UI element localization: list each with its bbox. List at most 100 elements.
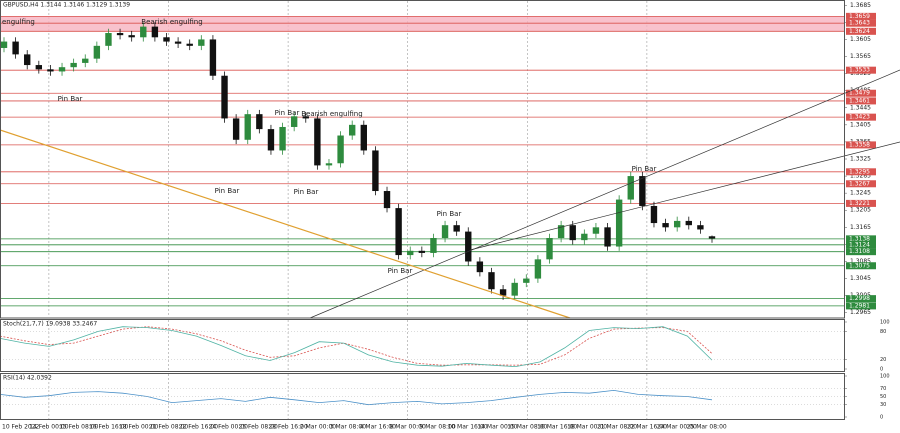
candle-body <box>604 227 611 247</box>
level-label: 1.3075 <box>849 262 870 269</box>
annotation: Bearish engulfing <box>301 110 362 118</box>
candle-body <box>523 278 530 283</box>
indicator-line <box>0 389 713 406</box>
candle-body <box>627 176 634 200</box>
level-label: 1.3461 <box>849 97 870 104</box>
level-label-box <box>846 66 876 74</box>
y-tick-label: 1.3405 <box>850 121 871 128</box>
level-label-box <box>846 302 876 310</box>
level-label: 1.3624 <box>849 28 870 35</box>
candle-body <box>465 231 472 262</box>
candle-body <box>24 54 31 66</box>
level-label: 1.3358 <box>849 141 870 148</box>
candle-body <box>163 37 170 42</box>
x-tick-label: 21 Feb 08:00 <box>149 424 189 431</box>
y-tick-label: 1.3285 <box>850 173 871 180</box>
candle-body <box>534 259 542 279</box>
candle-body <box>708 236 716 239</box>
x-tick-label: 15 Feb 08:00 <box>59 424 99 431</box>
candle-body <box>383 191 391 209</box>
x-tick-label: 25 Feb 08:00 <box>239 424 279 431</box>
candle-body <box>418 250 426 253</box>
candle-body <box>0 41 8 48</box>
candle-body <box>244 114 251 140</box>
candle-body <box>476 261 484 273</box>
level-label-box <box>846 199 876 207</box>
candle-body <box>209 39 217 76</box>
x-tick-label: 10 Mar 16:00 <box>447 424 487 431</box>
y-tick-label: 80 <box>880 329 886 335</box>
candle-body <box>581 233 588 241</box>
y-tick-label: 70 <box>880 386 886 392</box>
channel-upper <box>309 69 900 319</box>
x-tick-label: 22 Mar 16:00 <box>627 424 667 431</box>
pane-border <box>0 0 845 319</box>
level-label: 1.3659 <box>849 13 870 20</box>
y-tick-label: 100 <box>880 374 890 380</box>
candle-body <box>105 33 112 46</box>
level-label: 1.3479 <box>849 90 870 97</box>
level-label-box <box>846 241 876 249</box>
candle-body <box>174 41 182 44</box>
candle-body <box>372 150 379 192</box>
candle-body <box>116 33 124 36</box>
level-label-box <box>846 141 876 149</box>
candle-body <box>58 67 66 72</box>
y-tick-label: 1.3045 <box>850 275 871 282</box>
y-tick-label: 1.3085 <box>850 258 871 265</box>
y-tick-label: 1.3565 <box>850 53 871 60</box>
pane-border <box>0 319 845 372</box>
candle-body <box>186 43 193 46</box>
y-tick-label: 0 <box>880 367 883 373</box>
candle-body <box>279 126 286 151</box>
annotation: Pin Bar <box>437 210 462 218</box>
annotation: Pin Bar <box>58 95 83 103</box>
candle-body <box>615 199 623 247</box>
level-label-box <box>846 168 876 176</box>
level-label-box <box>846 12 876 20</box>
y-tick-label: 1.2965 <box>850 309 871 316</box>
level-label: 1.2998 <box>849 295 870 302</box>
y-tick-label: 1.3205 <box>850 207 871 214</box>
x-tick-label: 14 Mar 00:00 <box>477 424 517 431</box>
candle-body <box>35 65 43 70</box>
candle-body <box>592 227 600 234</box>
chart-title: GBPUSD,H4 1.3144 1.3146 1.3129 1.3139 <box>3 2 130 9</box>
candle-body <box>47 69 54 72</box>
level-label-box <box>846 262 876 270</box>
x-tick-label: 28 Feb 16:00 <box>268 424 308 431</box>
candle-body <box>488 272 495 290</box>
candle-body <box>256 114 263 130</box>
level-label-box <box>846 19 876 27</box>
candle-body <box>650 205 658 224</box>
candle-body <box>697 225 704 230</box>
level-label-box <box>846 89 876 97</box>
x-tick-label: 16 Mar 16:00 <box>537 424 577 431</box>
candle-body <box>337 135 344 164</box>
candle-body <box>441 225 449 238</box>
candle-body <box>198 39 205 46</box>
y-tick-label: 1.3325 <box>850 156 871 163</box>
candle-body <box>151 26 159 38</box>
candle-body <box>325 163 333 166</box>
y-tick-label: 1.3605 <box>850 36 871 43</box>
y-tick-label: 1.3685 <box>850 2 871 9</box>
candle-body <box>673 220 681 228</box>
candle-body <box>302 116 309 119</box>
level-label-box <box>846 113 876 121</box>
level-label: 1.3138 <box>849 235 870 242</box>
y-tick-label: 1.3245 <box>850 190 871 197</box>
indicator-line <box>0 326 713 366</box>
annotation: Pin Bar <box>294 188 319 196</box>
x-tick-label: 15 Mar 08:00 <box>507 424 547 431</box>
candle-body <box>82 58 89 63</box>
y-tick-label: 50 <box>880 394 886 400</box>
x-tick-label: 2 Mar 00:00 <box>300 424 336 431</box>
x-tick-label: 8 Mar 00:00 <box>390 424 426 431</box>
candle-body <box>232 118 240 140</box>
candle-body <box>511 282 518 296</box>
x-tick-label: 4 Mar 16:00 <box>360 424 396 431</box>
candle-body <box>546 238 553 260</box>
level-label: 1.3267 <box>849 180 870 187</box>
